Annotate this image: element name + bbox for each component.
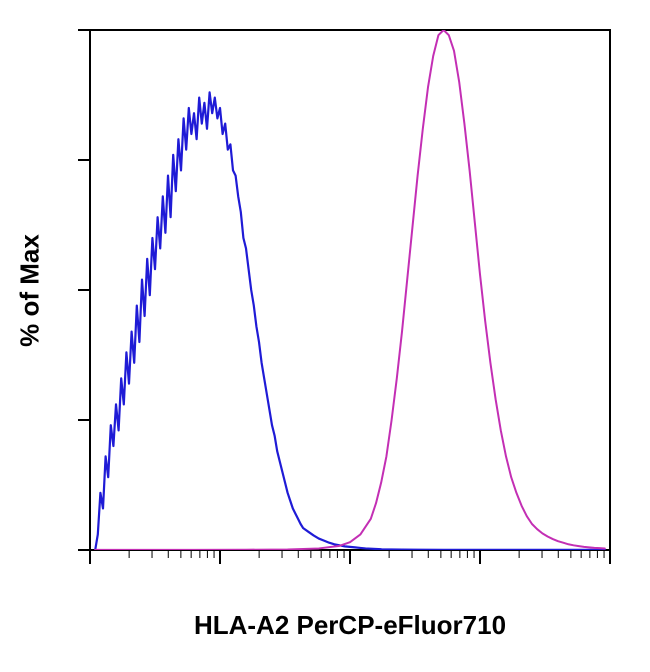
series-control — [95, 92, 605, 550]
figure-root: % of Max HLA-A2 PerCP-eFluor710 — [0, 0, 650, 672]
series-stained — [95, 30, 605, 550]
histogram-plot — [0, 0, 650, 672]
